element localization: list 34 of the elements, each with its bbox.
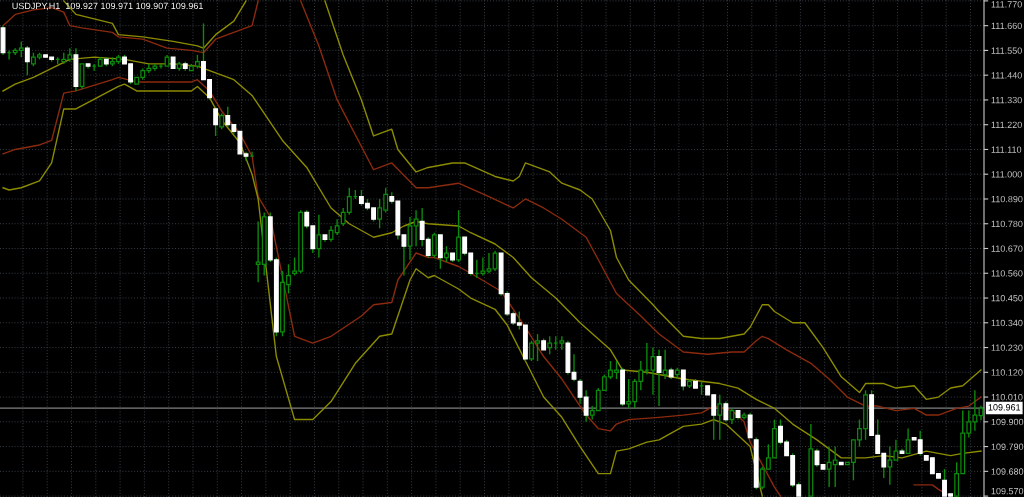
y-tick-label: 111.660 [991,22,1022,30]
y-tick-label: 110.890 [991,195,1023,203]
candlestick [905,427,911,455]
candlestick [717,394,723,441]
y-tick-label: 110.120 [991,369,1023,376]
y-tick-label: 111.440 [991,72,1022,79]
candlestick [492,250,498,272]
candlestick [431,232,437,259]
y-tick-label: 111.220 [991,121,1022,129]
y-tick-label: 110.450 [991,294,1023,302]
y-tick-label: 110.560 [991,270,1023,277]
candlestick [316,214,322,259]
y-tick-label: 110.780 [991,220,1023,228]
candlestick [456,209,462,263]
y-tick-label: 110.670 [991,245,1023,252]
y-tick-label: 111.330 [991,96,1022,104]
line-series [2,0,259,54]
line-series [63,0,247,49]
y-tick-label: 111.770 [991,1,1022,8]
candlestick [413,209,419,247]
y-tick-label: 111.000 [991,171,1022,178]
y-tick-label: 109.790 [991,443,1024,450]
y-tick-label: 110.230 [991,344,1023,351]
y-tick-label: 109.900 [991,418,1024,426]
y-tick-label: 110.010 [991,394,1023,401]
y-tick-label: 109.570 [991,487,1024,495]
chart-title: USDJPY,H1 109.927 109.971 109.907 109.961 [12,2,203,11]
ref-line-label: 109.961 [988,404,1021,411]
candlestick [547,335,553,355]
y-tick-label: 110.340 [991,319,1023,327]
y-tick-label: 109.680 [991,468,1024,475]
y-tick-label: 111.110 [991,146,1022,153]
y-tick-label: 111.550 [991,47,1022,54]
candlestick [662,349,668,380]
